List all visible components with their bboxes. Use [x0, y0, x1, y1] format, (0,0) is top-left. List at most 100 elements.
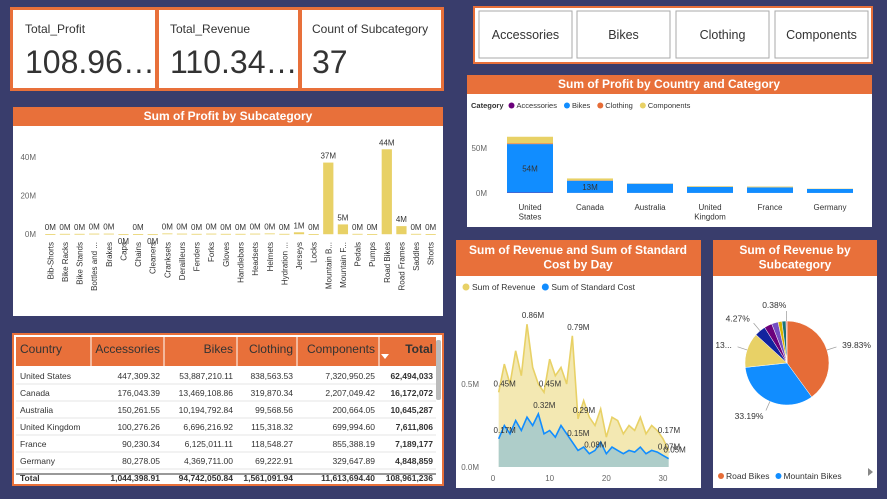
x-tick-label: Saddles [412, 242, 421, 271]
x-tick-label: 0 [491, 474, 496, 483]
pie-slice [744, 362, 813, 406]
bar [323, 162, 334, 235]
card-value: 108.96… [25, 44, 155, 80]
card [13, 10, 155, 88]
x-tick-label: Mountain F... [339, 242, 348, 288]
bar [381, 149, 392, 235]
bar [396, 226, 407, 235]
slicer-label[interactable]: Components [786, 28, 857, 42]
bar-segment [567, 178, 613, 181]
table-cell: 838,563.53 [250, 371, 293, 381]
legend-label: Sum of Standard Cost [551, 282, 635, 292]
table-cell: 319,870.34 [250, 388, 293, 398]
slicer-label[interactable]: Bikes [608, 28, 639, 42]
area-fill [498, 413, 669, 467]
card-label: Total_Profit [25, 22, 86, 36]
table-cell: 13,469,108.86 [179, 388, 234, 398]
data-label: 0M [235, 223, 246, 232]
table-cell: 7,320,950.25 [325, 371, 375, 381]
legend-arrow[interactable] [868, 468, 873, 476]
data-label: 0M [352, 223, 363, 232]
y-tick-label: 0.5M [461, 380, 479, 389]
data-label: 0M [308, 223, 319, 232]
x-tick-label: Bike Racks [61, 242, 70, 282]
table-cell: 200,664.05 [332, 405, 375, 415]
data-label: 54M [522, 164, 538, 173]
table-cell: 115,318.32 [251, 422, 293, 432]
table-cell: 1,044,398.91 [110, 473, 160, 483]
bar [147, 234, 158, 236]
table-cell: 90,230.34 [122, 439, 160, 449]
legend-label: Clothing [605, 101, 633, 110]
card-label: Count of Subcategory [312, 22, 428, 36]
data-label: 0.17M [658, 426, 681, 435]
data-label: 13M [582, 183, 598, 192]
x-tick-label: Bottles and ... [90, 242, 99, 291]
bar [103, 233, 114, 235]
data-label: 33.19% [735, 411, 764, 421]
data-label: 0.07M [658, 442, 681, 451]
slicer-button[interactable] [478, 10, 573, 59]
bar-segment [807, 188, 853, 193]
data-label: 5M [337, 213, 348, 222]
x-tick-label: Jerseys [295, 242, 304, 270]
bar [425, 234, 436, 235]
x-tick-label: Road Frames [397, 242, 406, 290]
x-tick-label: Bib-Shorts [46, 242, 55, 279]
x-tick-label: 10 [545, 474, 554, 483]
x-tick-label: Fenders [193, 242, 202, 271]
slicer-button[interactable] [774, 10, 869, 59]
chart-panel [13, 107, 443, 316]
line [497, 411, 670, 460]
card [302, 10, 441, 88]
data-label: 0M [162, 222, 173, 231]
data-label: 4.27% [726, 314, 751, 324]
data-label: 0M [264, 222, 275, 231]
data-label: 4M [396, 215, 407, 224]
bar-segment [507, 136, 553, 144]
table-cell: Germany [20, 456, 56, 466]
bar-segment [747, 187, 793, 193]
x-tick-label: Australia [634, 203, 666, 212]
leader-line [826, 346, 837, 351]
data-label: 0.38% [762, 300, 787, 310]
scrollbar[interactable] [436, 340, 441, 400]
chart-title: Sum of Revenue and Sum of Standard Cost b… [469, 243, 687, 271]
bar [293, 232, 305, 235]
data-label: 0M [410, 223, 421, 232]
slicer-button[interactable] [675, 10, 770, 59]
leader-line [753, 322, 761, 332]
table-cell: Australia [20, 405, 53, 415]
x-tick-label: Pumps [368, 242, 377, 267]
table-cell: 2,207,049.42 [325, 388, 375, 398]
table-cell: 4,369,711.00 [184, 456, 233, 466]
title-bar [713, 240, 877, 276]
x-tick-label: Bike Stands [76, 242, 85, 285]
data-label: 0.05M [664, 446, 687, 455]
data-label: 13... [715, 340, 732, 350]
data-label: 0M [279, 223, 290, 232]
x-tick-label: Caps [119, 242, 128, 261]
data-label: 44M [379, 138, 395, 147]
table-cell: France [20, 439, 47, 449]
slicer-label[interactable]: Clothing [700, 28, 746, 42]
legend-swatch [541, 283, 549, 291]
legend-title: Category [471, 101, 504, 110]
slicer-button[interactable] [576, 10, 671, 59]
bar [367, 234, 378, 235]
slicer-label[interactable]: Accessories [492, 28, 559, 42]
bar [279, 233, 290, 235]
bar [89, 233, 100, 235]
legend-swatch [718, 473, 724, 479]
x-tick-label: 20 [602, 474, 611, 483]
legend-swatch [462, 283, 470, 291]
bar-segment [567, 180, 613, 193]
table-cell: 80,278.05 [122, 456, 160, 466]
data-label: 0.17M [494, 426, 517, 435]
data-label: 0.45M [539, 379, 562, 388]
table-header [16, 337, 436, 366]
legend-swatch [775, 473, 782, 479]
sort-icon[interactable] [381, 354, 389, 359]
legend-swatch [563, 102, 570, 109]
data-label: 0M [250, 223, 261, 232]
